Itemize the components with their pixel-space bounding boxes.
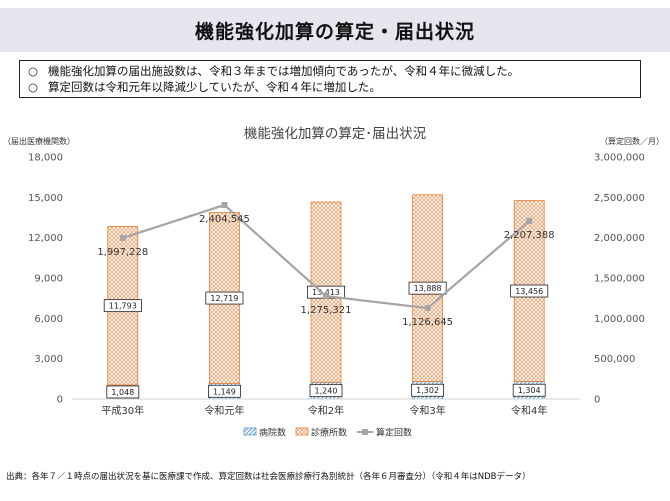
data-label: 12,719 [210,294,238,303]
category-label: 令和元年 [204,404,244,417]
left-tick-label: 0 [57,395,63,406]
line-point [424,305,431,312]
right-tick-label: 1,500,000 [594,274,645,285]
summary-line-1: ○ 機能強化加算の届出施設数は、令和３年までは増加傾向であったが、令和４年に微減し… [28,63,632,79]
left-axis-label: （届出医療機関数） [3,136,75,146]
circle-bullet-icon: ○ [28,80,39,94]
facility-count-chart: 機能強化加算の算定･届出状況 （届出医療機関数） （算定回数／月） 0 3,000… [3,126,664,439]
left-tick-label: 3,000 [34,354,63,365]
line-data-label: 1,126,645 [402,317,453,328]
data-label: 1,302 [416,386,439,395]
right-tick-label: 2,000,000 [594,233,645,244]
circle-bullet-icon: ○ [28,64,39,78]
left-tick-label: 12,000 [28,233,63,244]
data-label: 1,149 [213,387,236,396]
summary-text-1: 機能強化加算の届出施設数は、令和３年までは増加傾向であったが、令和４年に微減した… [48,64,520,78]
data-label-box [408,281,447,295]
line-point [323,293,329,300]
line-point [221,202,228,209]
source-note: 出典：各年７／１時点の届出状況を基に医療課で作成、算定回数は社会医療診療行為別統… [6,472,531,482]
line-series: 1,997,228 2,404,545 1,275,321 1,126,645 2,20… [97,202,555,328]
data-label: 13,456 [515,287,543,296]
legend-line-marker [362,429,368,435]
legend-label: 算定回数 [376,427,412,439]
left-tick-label: 15,000 [28,193,63,204]
data-label-box [106,385,140,399]
legend: 病院数 診療所数 算定回数 [243,427,412,439]
summary-line-2: ○ 算定回数は令和元年以降減少していたが、令和４年に増加した。 [28,79,632,95]
line-point [119,234,126,241]
data-label-box [207,384,241,398]
data-label-box [205,291,244,305]
left-tick-label: 6,000 [34,314,63,325]
legend-hospital-swatch [243,427,257,436]
summary-text-2: 算定回数は令和元年以降減少していたが、令和４年に増加した。 [48,80,381,94]
data-label: 11,793 [109,302,137,311]
right-tick-label: 2,500,000 [594,193,645,204]
data-label: 13,888 [414,284,442,293]
legend-label: 診療所数 [311,427,347,439]
line-data-label: 2,207,388 [504,230,555,241]
right-tick-label: 0 [594,395,600,406]
legend-clinic-swatch [295,427,309,436]
category-label: 令和3年 [409,404,445,417]
data-label-box [309,384,343,398]
line-data-label: 2,404,545 [199,214,250,225]
category-label: 平成30年 [101,404,144,417]
page-title-bar: 機能強化加算の算定・届出状況 [0,8,670,52]
bar-series: 1,048 11,793 1,149 12,719 1,240 13,413 1,302 13… [103,194,549,400]
right-tick-label: 3,000,000 [594,153,645,164]
left-tick-label: 18,000 [28,153,63,164]
line-data-label: 1,275,321 [301,305,352,316]
line-point [526,217,533,224]
legend-label: 病院数 [259,427,286,439]
data-label-box [510,284,549,298]
data-label: 1,240 [315,387,338,396]
right-tick-label: 500,000 [594,354,635,365]
line-data-label: 1,997,228 [97,247,148,258]
left-tick-label: 9,000 [34,274,63,285]
category-labels: 平成30年 令和元年 令和2年 令和3年 令和4年 [101,404,547,417]
data-label: 1,048 [111,388,134,397]
left-axis-ticks: 0 3,000 6,000 9,000 12,000 15,000 18,000 [28,153,63,406]
data-label: 1,304 [518,386,541,395]
page-title: 機能強化加算の算定・届出状況 [194,20,475,43]
data-label-box [411,383,445,397]
right-tick-label: 1,000,000 [594,314,645,325]
chart-title: 機能強化加算の算定･届出状況 [244,126,427,142]
data-label-box [512,383,546,397]
category-label: 令和2年 [308,404,344,417]
right-axis-ticks: 0 500,000 1,000,000 1,500,000 2,000,000 2,500… [594,153,645,406]
data-label-box [103,299,142,313]
summary-box: ○ 機能強化加算の届出施設数は、令和３年までは増加傾向であったが、令和４年に微減し… [19,60,641,98]
right-axis-label: （算定回数／月） [600,136,664,146]
category-label: 令和4年 [511,404,547,417]
data-label: 13,413 [312,288,340,297]
